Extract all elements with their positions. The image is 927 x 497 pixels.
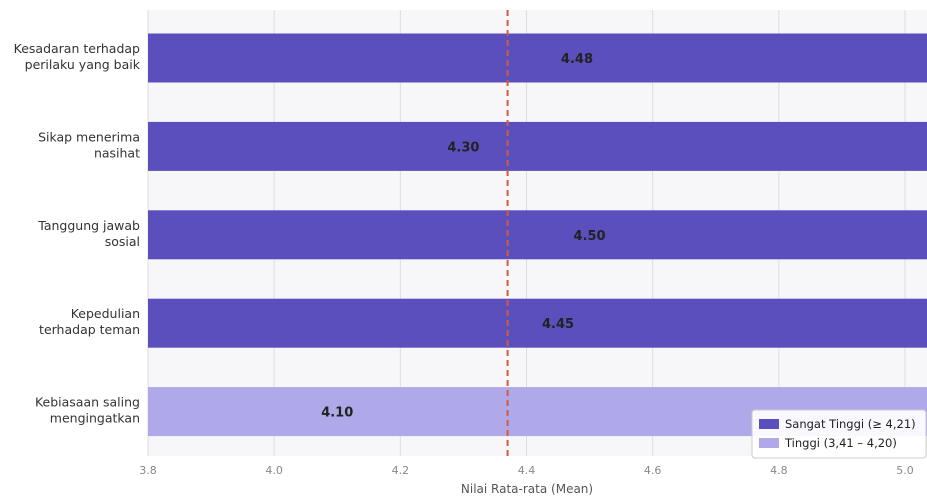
value-label: 4.50 <box>574 229 606 244</box>
category-label: Tanggung jawab <box>37 218 140 233</box>
legend-swatch <box>759 419 779 429</box>
x-tick-label: 3.8 <box>139 464 157 477</box>
legend: Sangat Tinggi (≥ 4,21) Tinggi (3,41 – 4,2… <box>751 409 927 459</box>
legend-swatch <box>759 438 779 448</box>
category-label: Kesadaran terhadap <box>14 41 140 56</box>
value-labels: 4.48 4.30 4.50 4.45 4.10 <box>321 52 605 421</box>
bar <box>148 210 927 260</box>
legend-label: Tinggi (3,41 – 4,20) <box>784 436 897 450</box>
legend-box <box>751 409 927 459</box>
x-tick-label: 4.2 <box>392 464 410 477</box>
x-tick-label: 4.6 <box>644 464 662 477</box>
category-label: Sikap menerima <box>38 129 140 144</box>
x-tick-label: 4.8 <box>770 464 788 477</box>
x-tick-label: 4.0 <box>265 464 283 477</box>
bar <box>148 33 927 83</box>
category-label: mengingatkan <box>50 411 140 426</box>
legend-label: Sangat Tinggi (≥ 4,21) <box>785 417 916 431</box>
bar <box>148 121 927 171</box>
value-label: 4.48 <box>561 52 593 67</box>
x-tick-label: 4.4 <box>518 464 536 477</box>
bar <box>148 298 927 348</box>
x-axis-title: Nilai Rata-rata (Mean) <box>461 482 593 496</box>
category-label: terhadap teman <box>39 322 140 337</box>
category-label: Kepedulian <box>71 306 140 321</box>
x-tick-labels: 3.8 4.0 4.2 4.4 4.6 4.8 5.0 <box>139 464 914 477</box>
category-label: nasihat <box>94 145 140 160</box>
x-tick-label: 5.0 <box>896 464 914 477</box>
category-label: sosial <box>105 234 140 249</box>
category-label: Kebiasaan saling <box>35 395 140 410</box>
category-label: perilaku yang baik <box>25 57 141 72</box>
value-label: 4.45 <box>542 317 574 332</box>
value-label: 4.10 <box>321 406 353 421</box>
value-label: 4.30 <box>447 140 479 155</box>
